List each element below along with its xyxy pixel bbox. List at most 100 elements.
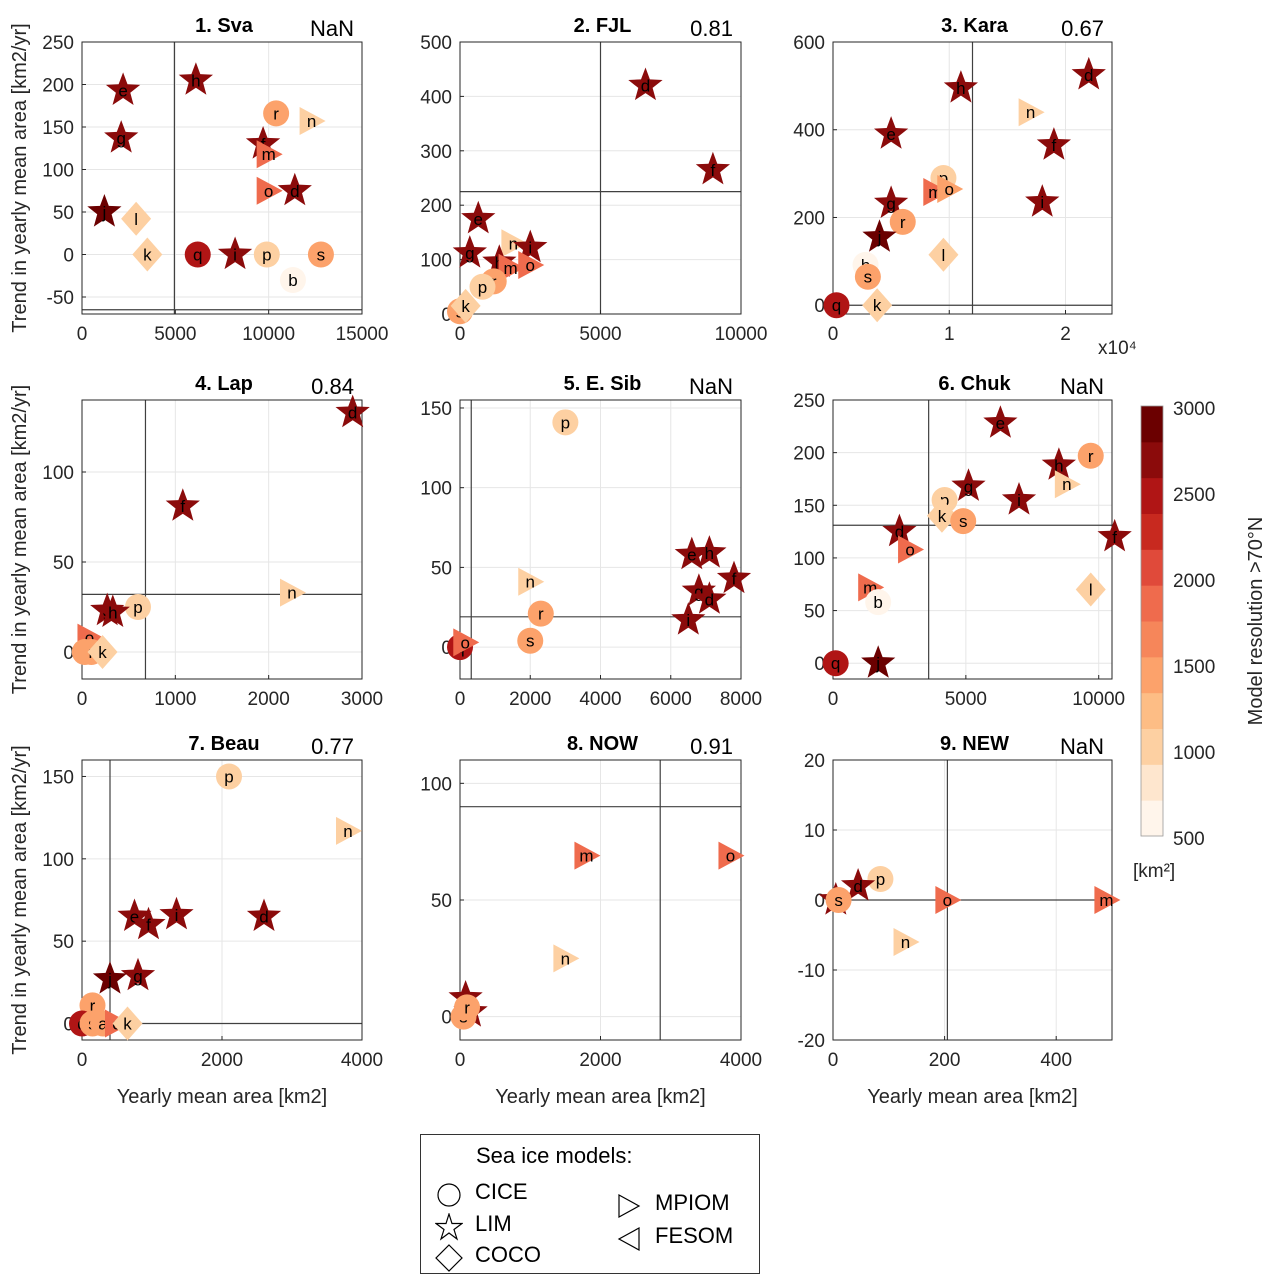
marker-p — [552, 409, 579, 436]
marker-label: f — [711, 161, 716, 180]
marker-label: p — [133, 598, 142, 617]
plot-area — [82, 400, 362, 679]
panel-title: 9. NEW — [940, 733, 1009, 755]
y-axis-label: Trend in yearly mean area [km2/yr] — [9, 385, 31, 694]
marker-label: h — [1054, 456, 1063, 475]
marker-label: a — [98, 1015, 108, 1034]
marker-e — [105, 72, 141, 105]
colorbar-tick-label: 1500 — [1173, 657, 1215, 678]
panel-title: 3. Kara — [941, 15, 1009, 37]
marker-label: d — [853, 877, 862, 896]
marker-label: n — [1062, 475, 1071, 494]
marker-label: k — [98, 643, 107, 662]
y-tick-label: 0 — [814, 654, 825, 675]
marker-label: g — [886, 194, 895, 213]
marker-label: o — [726, 847, 735, 866]
marker-label: o — [85, 629, 94, 648]
marker-label: i — [1017, 491, 1021, 510]
marker-label: o — [526, 256, 535, 275]
x-tick-label: 10000 — [715, 324, 768, 345]
y-tick-label: 50 — [431, 558, 452, 579]
marker-label: p — [262, 246, 271, 265]
marker-s — [854, 263, 881, 290]
triangle-right-icon — [618, 1193, 641, 1219]
x-axis-label: Yearly mean area [km2] — [867, 1086, 1077, 1108]
marker-d — [277, 172, 312, 206]
marker-label: e — [474, 210, 483, 229]
marker-b — [279, 267, 306, 293]
y-axis-label: Trend in yearly mean area [km2/yr] — [9, 745, 31, 1054]
marker-o — [718, 841, 745, 870]
x-tick-label: 2000 — [248, 689, 290, 710]
marker-label: j — [875, 654, 880, 673]
marker-label: e — [130, 907, 139, 926]
marker-label: n — [509, 234, 518, 253]
marker-k — [926, 498, 957, 533]
marker-n — [518, 567, 545, 596]
marker-label: p — [478, 278, 487, 297]
marker-label: n — [287, 584, 296, 603]
marker-label: m — [579, 847, 593, 866]
legend-label-lim: LIM — [475, 1211, 512, 1236]
colorbar-segment — [1141, 800, 1163, 837]
marker-f — [165, 488, 200, 521]
marker-label: n — [561, 949, 570, 968]
y-tick-label: 0 — [63, 1015, 74, 1036]
marker-o — [518, 251, 545, 280]
marker-label: h — [191, 71, 200, 90]
x-tick-label: 0 — [828, 1050, 839, 1071]
y-tick-label: 150 — [42, 767, 74, 788]
marker-k — [450, 288, 481, 323]
marker-label: r — [900, 213, 906, 232]
marker-label: f — [732, 570, 737, 589]
chart-panel-2: 0 5000 10000 0 100 200 300 400 500 2. FJL 0.81 d f eg… — [420, 15, 767, 345]
correlation-value: 0.84 — [311, 374, 354, 399]
x-tick-label: 400 — [1040, 1050, 1072, 1071]
x-tick-label: 2000 — [579, 1050, 621, 1071]
panel-title: 7. Beau — [188, 733, 259, 755]
colorbar-segment — [1141, 621, 1163, 658]
marker-h — [1041, 447, 1076, 480]
colorbar-label: Model resolution >70°N — [1245, 517, 1267, 726]
marker-label: n — [526, 573, 535, 592]
diamond-icon — [435, 1244, 463, 1272]
marker-h — [178, 62, 213, 95]
colorbar-frame — [1140, 405, 1164, 837]
legend-label-fesom: FESOM — [655, 1223, 734, 1248]
marker-e — [874, 116, 909, 149]
marker-label: i — [233, 246, 237, 265]
y-tick-label: 10 — [804, 821, 825, 842]
marker-p — [867, 866, 894, 892]
marker-e — [674, 536, 709, 570]
panel-title: 1. Sva — [195, 15, 254, 37]
marker-d — [335, 394, 370, 428]
marker-r — [889, 208, 916, 235]
y-tick-label: 400 — [793, 121, 825, 142]
marker-label: p — [876, 870, 885, 889]
marker-f — [716, 560, 752, 594]
y-tick-label: 0 — [814, 296, 825, 317]
y-tick-label: 100 — [42, 161, 74, 182]
panel-title: 4. Lap — [195, 373, 253, 395]
y-tick-label: -10 — [798, 961, 825, 982]
marker-label: i — [528, 239, 532, 258]
marker-s — [950, 508, 977, 535]
marker-label: k — [873, 296, 882, 315]
marker-d — [692, 581, 727, 614]
marker-s — [517, 627, 544, 654]
chart-panel-7: 0 2000 4000 0 50 100 150 7. Beau 0.77 Trend in ye… — [9, 733, 383, 1108]
colorbar-segment — [1141, 585, 1163, 622]
x-tick-label: 5000 — [945, 689, 987, 710]
y-tick-label: 20 — [804, 751, 825, 772]
marker-k — [132, 237, 163, 272]
marker-label: l — [942, 246, 946, 265]
marker-label: d — [705, 590, 714, 609]
marker-label: s — [317, 246, 326, 265]
colorbar-segment — [1141, 764, 1163, 801]
marker-f — [1097, 518, 1132, 552]
marker-label: d — [348, 404, 357, 423]
marker-label: p — [224, 767, 233, 786]
x-tick-label: 200 — [929, 1050, 961, 1071]
x-tick-label: 10000 — [1072, 689, 1125, 710]
marker-label: n — [1026, 103, 1035, 122]
